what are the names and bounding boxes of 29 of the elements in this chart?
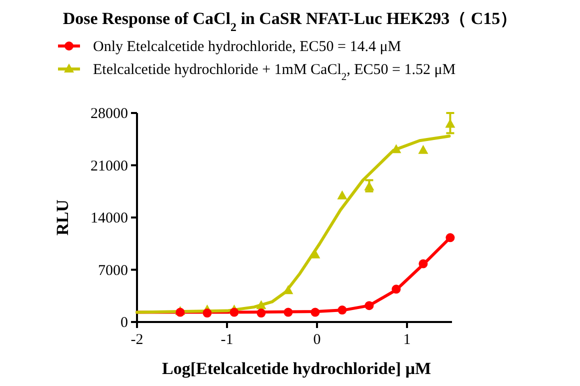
point [391, 144, 402, 154]
point [256, 300, 266, 310]
x-tick-label: 0 [313, 332, 321, 348]
y-tick-label: 14000 [90, 210, 128, 226]
y-tick-label: 28000 [90, 106, 128, 122]
x-tick-label: -2 [130, 332, 144, 348]
x-tick-label: -1 [220, 332, 234, 348]
point [310, 308, 320, 317]
point [364, 301, 374, 310]
point [446, 233, 455, 242]
chart-title: Dose Response of CaCl$_{2}$ in CaSR NFAT-Luc HEK293（ C15） [62, 9, 518, 34]
x-axis-title: Log[Etelcalcetide hydrochloride] μM [162, 359, 431, 378]
point [418, 259, 428, 268]
y-tick-label: 0 [120, 315, 128, 331]
y-tick-label: 21000 [90, 158, 128, 174]
y-axis-title: RLU [53, 200, 72, 236]
point [284, 308, 293, 317]
point [230, 308, 239, 317]
point [338, 306, 347, 315]
point [256, 308, 266, 318]
point [202, 308, 212, 318]
point [418, 144, 428, 154]
point [337, 190, 348, 200]
legend-label: Etelcalcetide hydrochloride + 1mM CaCl$_{2}$, EC50 = 1.52 μM [93, 62, 456, 82]
legend-label: Only Etelcalcetide hydrochloride, EC50 = 14.4 μM [93, 39, 402, 55]
x-tick-label: 1 [403, 332, 411, 348]
point [445, 118, 456, 128]
y-tick-label: 7000 [98, 262, 128, 279]
point [392, 284, 401, 294]
